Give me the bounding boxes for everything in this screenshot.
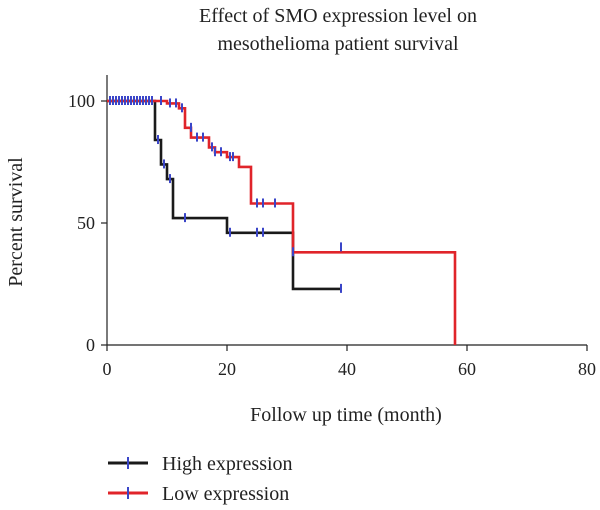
- series-line-low: [107, 99, 457, 345]
- x-axis-label: Follow up time (month): [250, 404, 442, 426]
- x-tick-label: 60: [458, 359, 476, 379]
- x-tick-label: 20: [218, 359, 236, 379]
- legend-label-high: High expression: [162, 453, 293, 475]
- x-tick-label: 0: [103, 359, 112, 379]
- legend-label-low: Low expression: [162, 483, 289, 505]
- chart-title-line-1: Effect of SMO expression level on: [199, 5, 477, 27]
- axes: [106, 75, 587, 346]
- series-line-high: [107, 99, 341, 291]
- x-tick-label: 40: [338, 359, 356, 379]
- y-tick-label: 100: [68, 91, 95, 111]
- y-axis-label: Percent survival: [5, 157, 27, 287]
- y-tick-label: 50: [77, 213, 95, 233]
- y-tick-label: 0: [86, 335, 95, 355]
- x-tick-label: 80: [578, 359, 596, 379]
- chart-title-line-2: mesothelioma patient survival: [217, 33, 458, 55]
- legend: High expression Low expression: [108, 453, 293, 505]
- series-layer: [107, 96, 457, 345]
- ticks: 0 20 40 60 80 0 50 100: [68, 91, 596, 379]
